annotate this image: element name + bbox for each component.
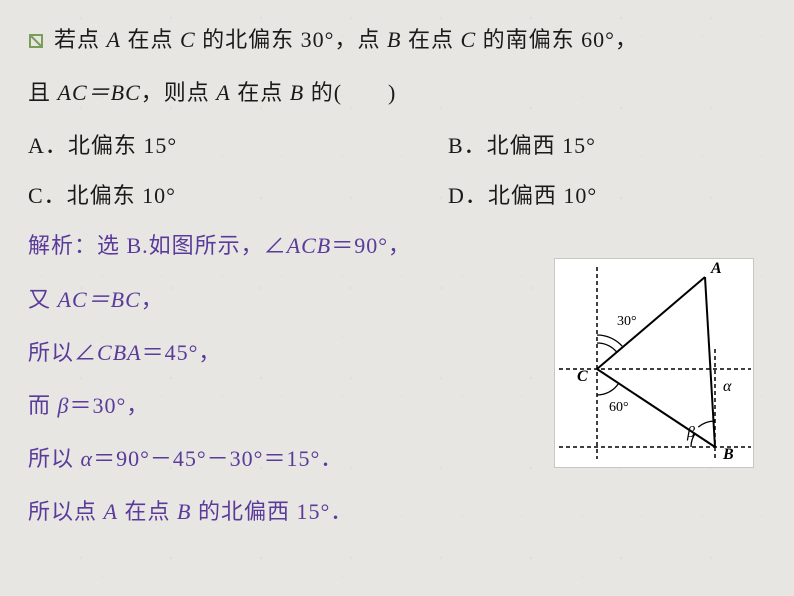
svg-text:30°: 30°	[617, 314, 637, 329]
options-row-2: C．北偏东 10° D．北偏西 10°	[28, 178, 766, 210]
solution-line-6: 所以点 A 在点 B 的北偏西 15°．	[28, 494, 766, 529]
option-a: A．北偏东 15°	[28, 128, 448, 160]
svg-text:C: C	[577, 368, 588, 385]
option-b: B．北偏西 15°	[448, 128, 596, 160]
svg-text:60°: 60°	[609, 400, 629, 415]
option-d: D．北偏西 10°	[448, 178, 597, 210]
geometry-diagram: A B C 30° 60° α β	[554, 258, 754, 468]
question-line-2: 且 AC＝BC，则点 A 在点 B 的( )	[28, 75, 766, 110]
options-row-1: A．北偏东 15° B．北偏西 15°	[28, 128, 766, 160]
svg-text:α: α	[723, 378, 732, 395]
bullet-icon	[28, 33, 44, 49]
svg-text:β: β	[686, 424, 695, 441]
option-c: C．北偏东 10°	[28, 178, 448, 210]
question-line-1: 若点 A 在点 C 的北偏东 30°，点 B 在点 C 的南偏东 60°，	[28, 22, 766, 57]
svg-text:A: A	[710, 260, 722, 277]
svg-text:B: B	[722, 446, 734, 463]
